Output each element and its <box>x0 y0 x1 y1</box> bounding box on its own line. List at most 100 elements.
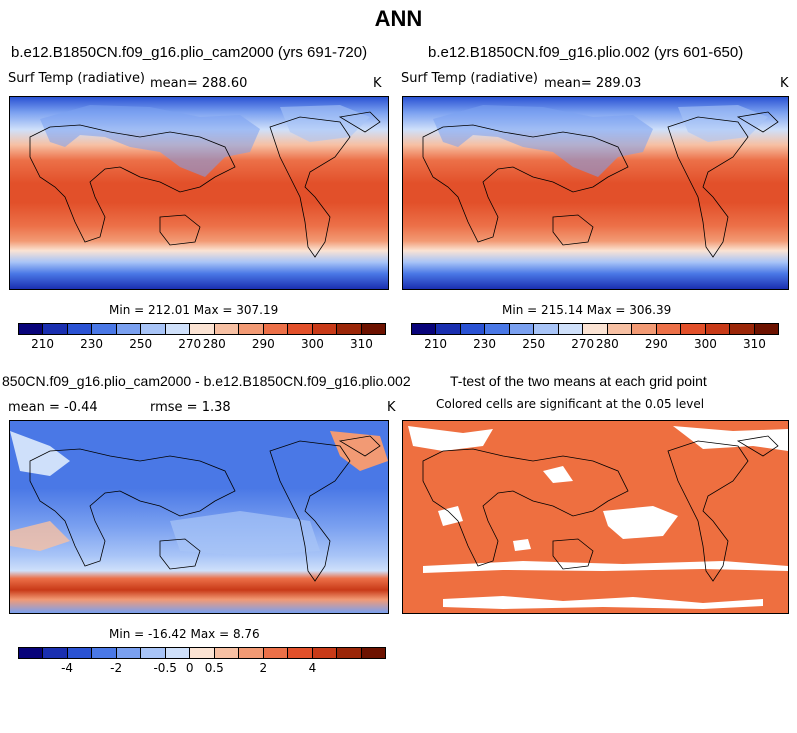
colorbar-tick-label: 210 <box>31 337 54 351</box>
colorbar-tick-label: 280 <box>202 337 226 351</box>
panel3-warm-patch-2 <box>330 431 388 471</box>
colorbar-cell <box>412 324 437 334</box>
colorbar-tick-label: 290 <box>644 337 668 351</box>
colorbar-cell <box>190 324 215 334</box>
panel1-map <box>9 96 389 290</box>
panel3-map <box>9 420 389 614</box>
panel3-warm-patch-3 <box>10 521 70 551</box>
colorbar-tick-label: 300 <box>693 337 717 351</box>
panel3-map-svg <box>10 421 388 613</box>
colorbar-cell <box>337 324 362 334</box>
panel1-case-title: b.e12.B1850CN.f09_g16.plio_cam2000 (yrs … <box>11 44 368 61</box>
colorbar-cell <box>190 648 215 658</box>
colorbar-cell <box>361 324 386 334</box>
panel4-subtitle: Colored cells are significant at the 0.0… <box>436 397 705 411</box>
colorbar-tick-label: 270 <box>571 337 595 351</box>
colorbar-tick-label: -0.5 <box>153 661 177 675</box>
panel3-pacific-patch <box>170 511 320 556</box>
colorbar-cell <box>43 324 68 334</box>
panel2-map-svg <box>403 97 788 289</box>
colorbar-cell <box>705 324 731 334</box>
colorbar-cell <box>165 324 191 334</box>
colorbar-cell <box>165 648 191 658</box>
colorbar-tick-label: 250 <box>522 337 546 351</box>
colorbar-cell <box>19 324 44 334</box>
colorbar-cell <box>43 648 68 658</box>
colorbar-cell <box>19 648 44 658</box>
panel1-variable: Surf Temp (radiative) <box>8 71 146 86</box>
panel2-cold-eurasia <box>433 105 653 177</box>
colorbar-cell <box>141 648 166 658</box>
colorbar-cell <box>116 324 142 334</box>
panel2-minmax: Min = 215.14 Max = 306.39 <box>502 303 672 317</box>
colorbar-cell <box>632 324 657 334</box>
panel3-rmse: rmse = 1.38 <box>150 400 231 415</box>
panel4-map <box>402 420 789 614</box>
colorbar-tick-label: 0 <box>185 661 194 675</box>
colorbar-cell <box>141 324 166 334</box>
colorbar-tick-label: 230 <box>473 337 497 351</box>
panel4-coastlines <box>422 435 779 582</box>
panel2-colorbar <box>411 323 779 335</box>
colorbar-tick-label: 0.5 <box>204 661 224 675</box>
colorbar-tick-label: 310 <box>350 337 373 351</box>
colorbar-cell <box>116 648 142 658</box>
panel1-coastlines <box>29 111 381 258</box>
panel4-nonsignificant-regions <box>408 426 788 609</box>
colorbar-cell <box>681 324 706 334</box>
colorbar-tick-label: 4 <box>308 661 317 675</box>
colorbar-cell <box>92 324 117 334</box>
panel4-title: T-test of the two means at each grid poi… <box>450 373 707 389</box>
colorbar-cell <box>509 324 535 334</box>
colorbar-cell <box>239 324 264 334</box>
colorbar-cell <box>214 324 240 334</box>
colorbar-cell <box>67 324 93 334</box>
colorbar-cell <box>67 648 93 658</box>
colorbar-cell <box>558 324 584 334</box>
colorbar-cell <box>92 648 117 658</box>
panel2-variable: Surf Temp (radiative) <box>401 71 539 86</box>
panel2-map <box>402 96 789 290</box>
colorbar-tick-label: 250 <box>129 337 153 351</box>
colorbar-cell <box>583 324 608 334</box>
panel1-cold-eurasia <box>40 105 260 177</box>
colorbar-tick-label: 230 <box>80 337 104 351</box>
panel1-minmax: Min = 212.01 Max = 307.19 <box>109 303 279 317</box>
colorbar-cell <box>754 324 779 334</box>
colorbar-cell <box>607 324 633 334</box>
colorbar-tick-label: 300 <box>300 337 324 351</box>
colorbar-tick-label: 310 <box>743 337 766 351</box>
colorbar-tick-label: -4 <box>61 661 74 675</box>
panel3-coastlines <box>29 435 381 582</box>
colorbar-cell <box>460 324 486 334</box>
panel4-significant-field <box>403 421 788 613</box>
figure-title: ANN <box>374 6 423 31</box>
colorbar-tick-label: 210 <box>424 337 447 351</box>
colorbar-cell <box>288 324 313 334</box>
panel2-mean: mean= 289.03 <box>544 76 642 91</box>
colorbar-cell <box>730 324 755 334</box>
colorbar-tick-label: 2 <box>259 661 268 675</box>
colorbar-cell <box>485 324 510 334</box>
colorbar-tick-label: 290 <box>251 337 275 351</box>
panel2-coastlines <box>422 111 779 258</box>
panel3-warm-patch-1 <box>10 431 70 476</box>
colorbar-cell <box>239 648 264 658</box>
colorbar-cell <box>312 648 338 658</box>
panel2-case-title: b.e12.B1850CN.f09_g16.plio.002 (yrs 601-… <box>428 44 744 61</box>
panel3-case-title: 850CN.f09_g16.plio_cam2000 - b.e12.B1850… <box>2 373 411 389</box>
panel1-colorbar <box>18 323 386 335</box>
panel3-units: K <box>387 400 396 415</box>
colorbar-tick-label: 270 <box>178 337 202 351</box>
colorbar-tick-label: 280 <box>595 337 619 351</box>
colorbar-cell <box>656 324 682 334</box>
panel1-units: K <box>373 76 382 91</box>
colorbar-cell <box>288 648 313 658</box>
panel1-mean: mean= 288.60 <box>150 76 248 91</box>
panel2-units: K <box>780 76 789 91</box>
colorbar-cell <box>534 324 559 334</box>
colorbar-cell <box>436 324 461 334</box>
colorbar-cell <box>263 648 289 658</box>
panel3-colorbar <box>18 647 386 659</box>
colorbar-cell <box>263 324 289 334</box>
